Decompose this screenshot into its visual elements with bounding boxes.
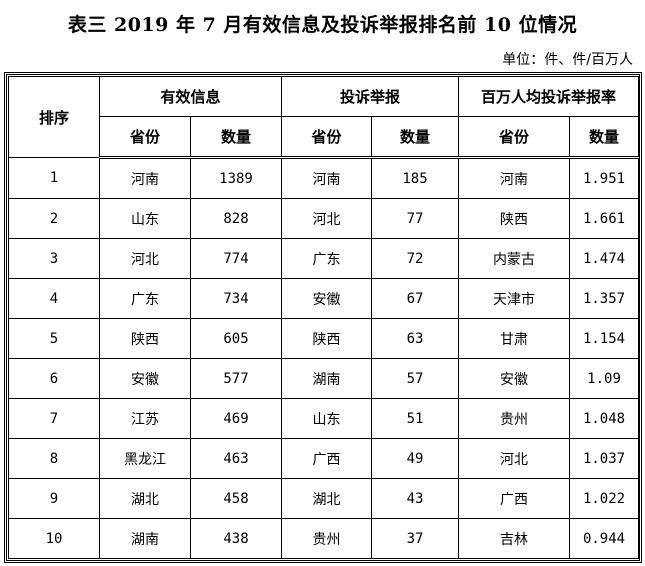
cell-complaint-province: 陕西 [281, 318, 373, 359]
cell-complaint-count: 72 [371, 238, 460, 279]
cell-rank: 4 [8, 278, 100, 319]
cell-valid-info-count: 463 [189, 438, 283, 479]
cell-valid-info-province: 安徽 [99, 358, 191, 399]
table-body: 1 河南 1389 河南 185 河南 1.951 2 山东 828 河北 77 陕西 1.661 3 河北 7… [8, 157, 640, 559]
cell-valid-info-count: 828 [189, 198, 283, 239]
cell-rate-province: 广西 [458, 478, 571, 519]
cell-rate-province: 甘肃 [458, 318, 571, 359]
unit-note: 单位：件、件/百万人 [502, 52, 633, 68]
table-row: 6 安徽 577 湖南 57 安徽 1.09 [8, 358, 640, 399]
cell-valid-info-province: 陕西 [99, 318, 191, 359]
table-row: 10 湖南 438 贵州 37 吉林 0.944 [8, 518, 640, 559]
header-count: 数量 [371, 116, 460, 159]
cell-valid-info-province: 山东 [99, 198, 191, 239]
cell-complaint-province: 湖南 [281, 358, 373, 399]
cell-rank: 5 [8, 318, 100, 359]
header-complaints: 投诉举报 [281, 76, 460, 117]
cell-rate-value: 1.661 [569, 198, 640, 239]
cell-valid-info-province: 黑龙江 [99, 438, 191, 479]
cell-rate-value: 1.09 [569, 358, 640, 399]
cell-rank: 10 [8, 518, 100, 559]
cell-valid-info-province: 湖北 [99, 478, 191, 519]
cell-rank: 2 [8, 198, 100, 239]
cell-rate-province: 天津市 [458, 278, 571, 319]
cell-rate-province: 河北 [458, 438, 571, 479]
cell-valid-info-count: 577 [189, 358, 283, 399]
cell-rank: 1 [8, 157, 100, 199]
cell-rate-value: 0.944 [569, 518, 640, 559]
header-province: 省份 [99, 116, 191, 159]
cell-valid-info-province: 湖南 [99, 518, 191, 559]
cell-complaint-count: 57 [371, 358, 460, 399]
cell-complaint-province: 河北 [281, 198, 373, 239]
cell-valid-info-count: 774 [189, 238, 283, 279]
cell-rank: 9 [8, 478, 100, 519]
table-row: 5 陕西 605 陕西 63 甘肃 1.154 [8, 318, 640, 359]
cell-complaint-count: 185 [371, 157, 460, 199]
cell-complaint-count: 77 [371, 198, 460, 239]
table-row: 7 江苏 469 山东 51 贵州 1.048 [8, 398, 640, 439]
table-row: 2 山东 828 河北 77 陕西 1.661 [8, 198, 640, 239]
header-province: 省份 [458, 116, 571, 159]
cell-valid-info-province: 河南 [99, 157, 191, 199]
ranking-table: 排序 有效信息 投诉举报 百万人均投诉举报率 省份 数量 省份 数量 省份 数量… [8, 76, 640, 559]
cell-rate-province: 河南 [458, 157, 571, 199]
cell-rate-value: 1.048 [569, 398, 640, 439]
cell-complaint-province: 广西 [281, 438, 373, 479]
cell-rank: 7 [8, 398, 100, 439]
cell-complaint-province: 河南 [281, 157, 373, 199]
cell-rate-value: 1.154 [569, 318, 640, 359]
cell-rate-value: 1.022 [569, 478, 640, 519]
cell-rate-value: 1.037 [569, 438, 640, 479]
cell-complaint-province: 山东 [281, 398, 373, 439]
cell-rank: 8 [8, 438, 100, 479]
table-row: 8 黑龙江 463 广西 49 河北 1.037 [8, 438, 640, 479]
cell-complaint-count: 51 [371, 398, 460, 439]
table-row: 9 湖北 458 湖北 43 广西 1.022 [8, 478, 640, 519]
header-count: 数量 [569, 116, 640, 159]
cell-rate-value: 1.951 [569, 157, 640, 199]
cell-rank: 3 [8, 238, 100, 279]
cell-valid-info-province: 广东 [99, 278, 191, 319]
cell-rate-province: 内蒙古 [458, 238, 571, 279]
page-title: 表三 2019 年 7 月有效信息及投诉举报排名前 10 位情况 [67, 14, 578, 36]
table-row: 1 河南 1389 河南 185 河南 1.951 [8, 157, 640, 199]
header-province: 省份 [281, 116, 373, 159]
cell-valid-info-count: 1389 [189, 157, 283, 199]
cell-complaint-count: 37 [371, 518, 460, 559]
cell-rate-province: 吉林 [458, 518, 571, 559]
cell-valid-info-count: 469 [189, 398, 283, 439]
cell-complaint-count: 63 [371, 318, 460, 359]
header-complaint-rate: 百万人均投诉举报率 [458, 76, 640, 117]
table-row: 3 河北 774 广东 72 内蒙古 1.474 [8, 238, 640, 279]
cell-complaint-count: 43 [371, 478, 460, 519]
cell-valid-info-province: 江苏 [99, 398, 191, 439]
cell-complaint-count: 49 [371, 438, 460, 479]
cell-rate-province: 贵州 [458, 398, 571, 439]
cell-valid-info-count: 458 [189, 478, 283, 519]
cell-valid-info-count: 438 [189, 518, 283, 559]
cell-valid-info-count: 734 [189, 278, 283, 319]
table-row: 4 广东 734 安徽 67 天津市 1.357 [8, 278, 640, 319]
ranking-table-frame: 排序 有效信息 投诉举报 百万人均投诉举报率 省份 数量 省份 数量 省份 数量… [4, 72, 642, 563]
cell-complaint-count: 67 [371, 278, 460, 319]
cell-complaint-province: 广东 [281, 238, 373, 279]
cell-rate-value: 1.357 [569, 278, 640, 319]
cell-rank: 6 [8, 358, 100, 399]
cell-complaint-province: 贵州 [281, 518, 373, 559]
cell-rate-province: 陕西 [458, 198, 571, 239]
cell-valid-info-count: 605 [189, 318, 283, 359]
header-count: 数量 [189, 116, 283, 159]
cell-complaint-province: 安徽 [281, 278, 373, 319]
header-valid-info: 有效信息 [98, 76, 283, 117]
header-rank: 排序 [8, 76, 100, 158]
cell-rate-province: 安徽 [458, 358, 571, 399]
cell-rate-value: 1.474 [569, 238, 640, 279]
cell-complaint-province: 湖北 [281, 478, 373, 519]
cell-valid-info-province: 河北 [99, 238, 191, 279]
